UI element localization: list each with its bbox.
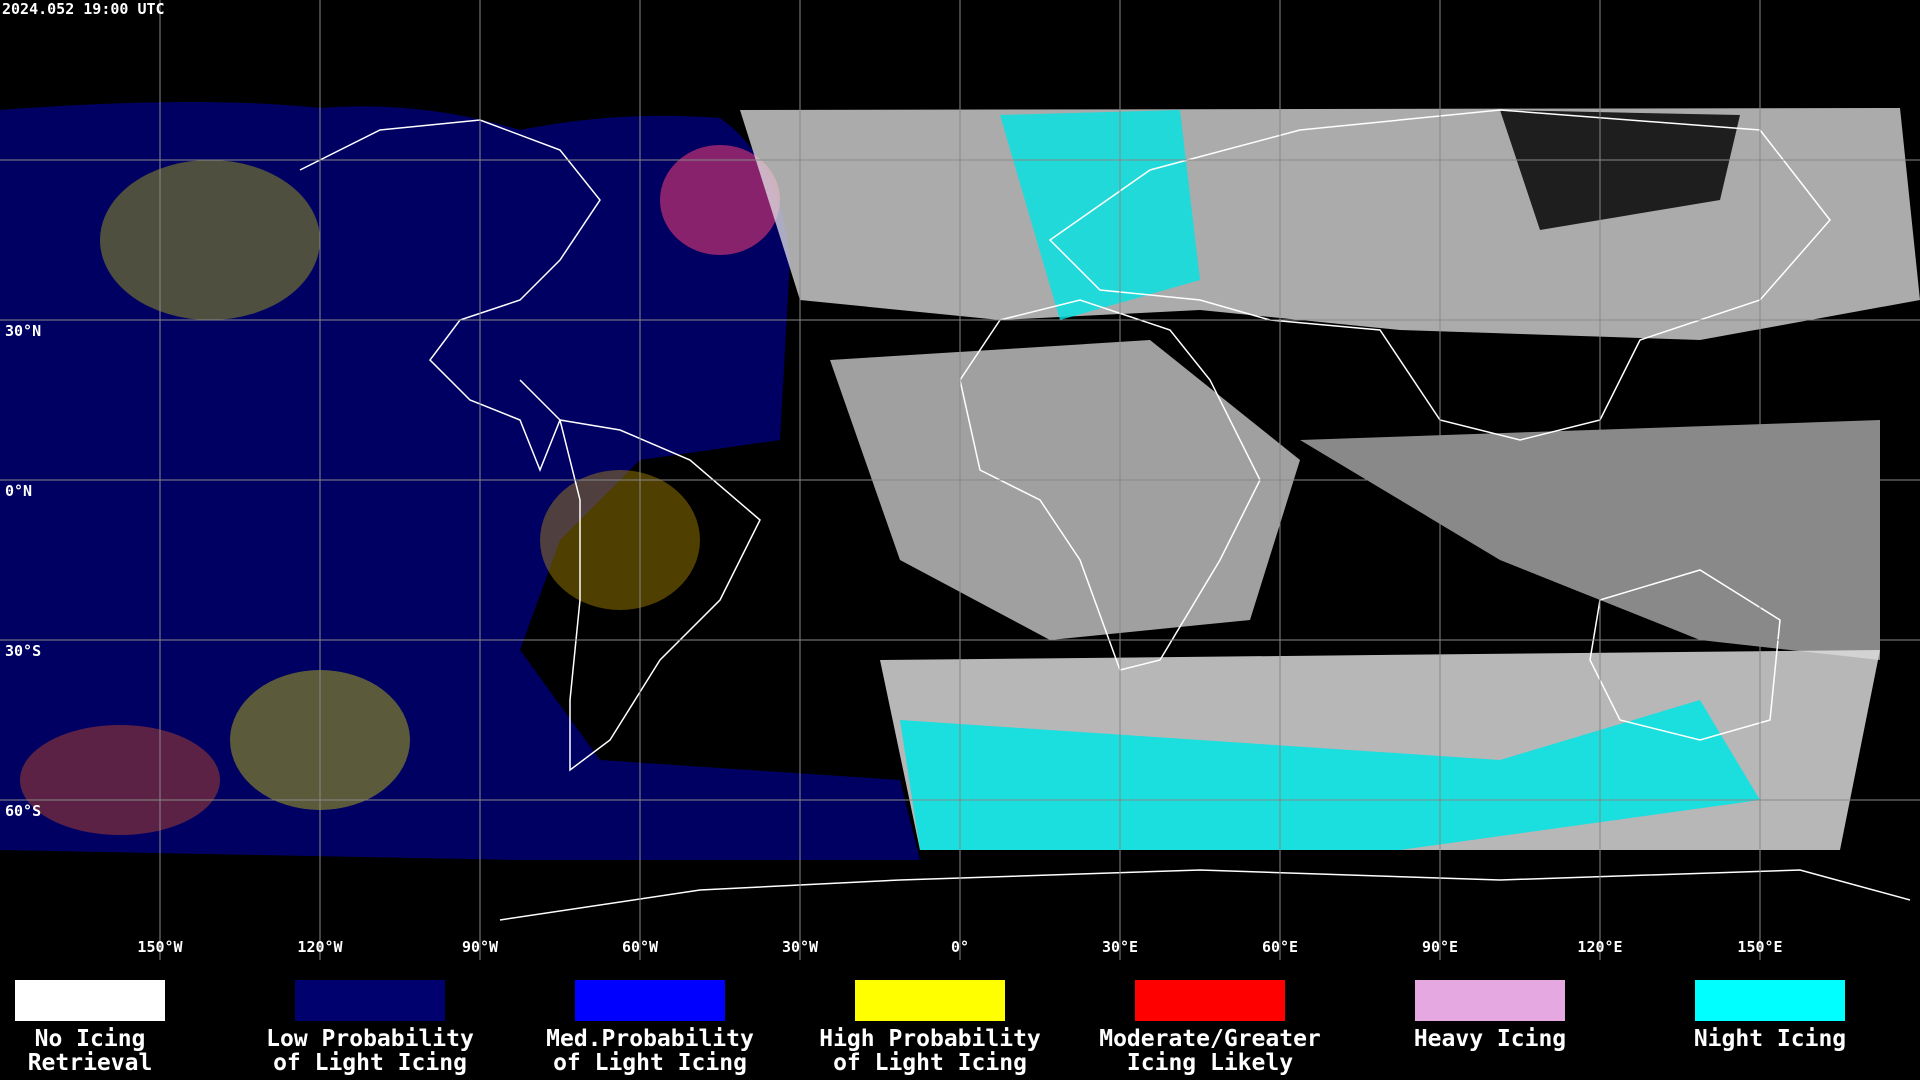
legend-swatch (295, 980, 445, 1021)
lat-label: 30°S (5, 642, 41, 660)
cloud-white (830, 340, 1300, 640)
legend-swatch (1415, 980, 1565, 1021)
legend-swatch (1695, 980, 1845, 1021)
lon-label: 150°E (1737, 938, 1782, 956)
coastline (959, 299, 1261, 671)
legend-label: Heavy Icing (1414, 1026, 1566, 1052)
coastline (499, 869, 1911, 921)
legend-label: No Icing (35, 1026, 146, 1052)
lon-label: 60°W (622, 938, 659, 956)
lon-label: 30°E (1102, 938, 1138, 956)
legend-label: of Light Icing (553, 1050, 747, 1076)
legend-label: of Light Icing (273, 1050, 467, 1076)
lon-label: 120°E (1577, 938, 1622, 956)
cloud-red (660, 145, 780, 255)
lon-label: 120°W (297, 938, 343, 956)
coastline (1048, 109, 1831, 441)
cloud-red (20, 725, 220, 835)
lon-label: 150°W (137, 938, 183, 956)
legend-label: of Light Icing (833, 1050, 1027, 1076)
legend-label: Low Probability (266, 1026, 474, 1052)
coastline (1589, 569, 1781, 741)
cloud-dark (1500, 110, 1740, 230)
lon-label: 0° (951, 938, 969, 956)
cloud-night (1000, 110, 1200, 320)
legend-label: Retrieval (28, 1050, 153, 1076)
legend-label: Med.Probability (546, 1026, 754, 1052)
cloud-yellow (100, 160, 320, 320)
legend-swatch (15, 980, 165, 1021)
coastlines (299, 109, 1911, 921)
goes-cloud-blue (0, 101, 920, 860)
timestamp: 2024.052 19:00 UTC (2, 0, 165, 18)
legend-label: Icing Likely (1127, 1050, 1293, 1076)
lon-label: 60°E (1262, 938, 1298, 956)
lat-label: 30°N (5, 322, 41, 340)
legend-swatch (1135, 980, 1285, 1021)
legend-swatch (855, 980, 1005, 1021)
lon-label: 90°E (1422, 938, 1458, 956)
lon-label: 30°W (782, 938, 819, 956)
lat-label: 60°S (5, 802, 41, 820)
legend-label: Night Icing (1694, 1026, 1846, 1052)
coastline (558, 419, 761, 772)
cloud-yellow (540, 470, 700, 610)
legend-label: Moderate/Greater (1099, 1026, 1321, 1052)
lon-label: 90°W (462, 938, 499, 956)
coastline (299, 119, 601, 473)
cloud-night (900, 700, 1760, 850)
legend-label: High Probability (819, 1026, 1041, 1052)
legend-swatch (575, 980, 725, 1021)
lat-label: 0°N (5, 482, 32, 500)
